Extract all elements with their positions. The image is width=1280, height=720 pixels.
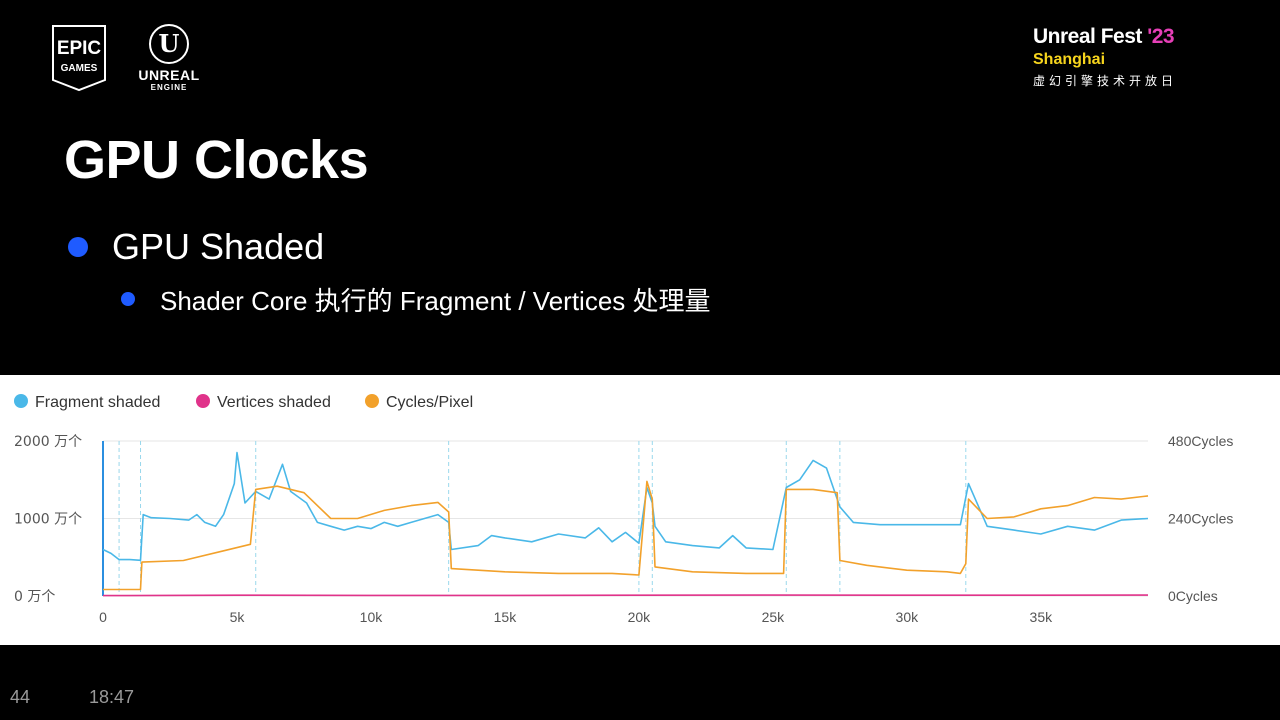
x-tick-label: 10k [360,609,384,625]
x-tick-label: 20k [628,609,652,625]
series-line-fragment-shaded [102,451,1149,562]
sub-bullet-dot-icon [121,292,135,306]
bullet-dot-icon [68,237,88,257]
bullet-gpu-shaded: GPU Shaded [112,226,325,267]
slide-number: 44 [10,687,31,707]
fest-name: Unreal Fest [1033,25,1148,48]
y-right-tick-label: 480Cycles [1168,433,1233,449]
x-tick-label: 15k [494,609,518,625]
x-tick-label: 5k [230,609,246,625]
legend-marker-icon [365,394,379,408]
gpu-shaded-chart: 0 万个 1000 万个 2000 万个 0Cycles 240Cycles 480Cyc… [0,375,1280,645]
y-left-tick-label: 0 万个 [14,589,55,605]
fest-year: '23 [1147,25,1175,48]
y-right-tick-label: 240Cycles [1168,511,1233,527]
x-tick-label: 30k [896,609,920,625]
legend-label: Cycles/Pixel [386,394,473,411]
x-tick-label: 35k [1030,609,1054,625]
y-right-tick-label: 0Cycles [1168,588,1218,604]
y-left-tick-label: 1000 万个 [14,512,82,528]
series-line-cycles-pixel [103,480,1149,591]
unreal-mark-icon: U [149,24,189,64]
fest-city: Shanghai [1033,51,1106,68]
chart-svg: 0 万个 1000 万个 2000 万个 0Cycles 240Cycles 480Cyc… [14,394,1233,625]
y-left-tick-label: 2000 万个 [14,434,82,450]
unreal-fest-logo: Unreal Fest '23 Shanghai 虚幻引擎技术开放日 [1033,24,1233,90]
epic-games-shield-icon: EPIC GAMES [52,25,106,92]
fest-title: Unreal Fest '23 [1033,24,1233,50]
x-tick-label: 0 [99,609,107,625]
series-line-vertices-shaded [102,594,1149,597]
engine-logo-word: ENGINE [150,83,188,92]
epic-games-logo: EPIC GAMES [50,24,108,92]
epic-logo-text: EPIC [57,38,102,59]
legend-marker-icon [14,394,28,408]
bullet-shader-core: Shader Core 执行的 Fragment / Vertices 处理量 [160,286,711,316]
legend-label: Vertices shaded [217,394,331,411]
fest-subtitle: 虚幻引擎技术开放日 [1033,74,1178,88]
games-logo-text: GAMES [61,63,98,74]
unreal-engine-logo: U UNREAL ENGINE [126,24,212,92]
slide-time: 18:47 [89,687,135,707]
slide-title: GPU Clocks [64,130,369,190]
legend-label: Fragment shaded [35,394,160,411]
unreal-logo-word: UNREAL [138,67,200,83]
x-tick-label: 25k [762,609,786,625]
legend-marker-icon [196,394,210,408]
